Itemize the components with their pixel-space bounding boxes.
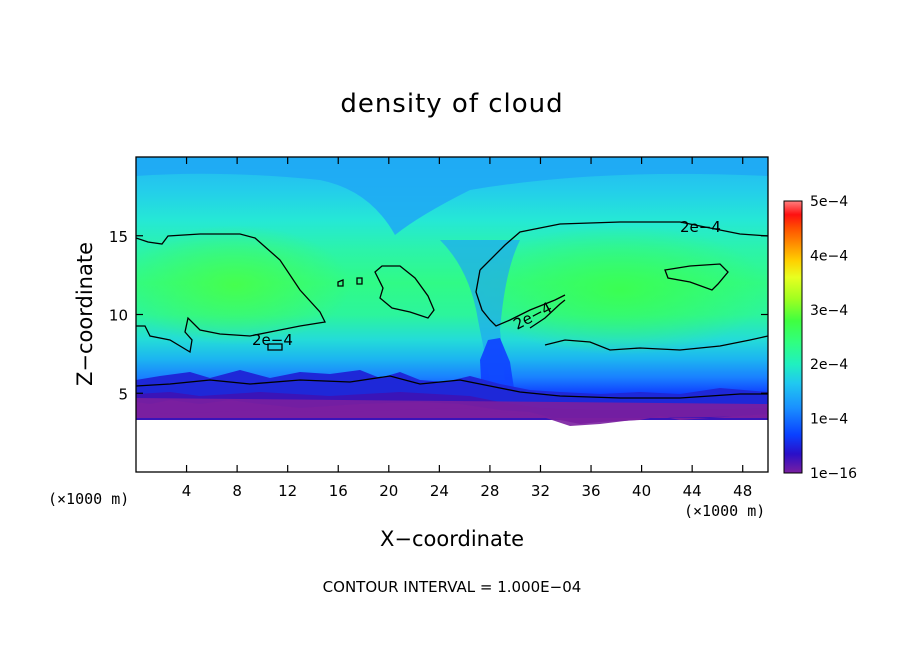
x-tick-label: 16 xyxy=(329,482,348,500)
x-tick-label: 28 xyxy=(480,482,499,500)
colorbar-tick-label: 2e−4 xyxy=(810,357,848,373)
contour-label-top-right: 2e−4 xyxy=(680,218,721,236)
x-tick-label: 36 xyxy=(581,482,600,500)
contour-label-left: 2e−4 xyxy=(252,331,293,349)
x-tick-label: 20 xyxy=(379,482,398,500)
y-unit-label: (×1000 m) xyxy=(48,490,129,508)
y-axis: 5 10 15 xyxy=(109,228,768,403)
colorbar-tick-label: 5e−4 xyxy=(810,194,848,210)
contour-line-left-cloud xyxy=(136,233,326,354)
x-unit-label: (×1000 m) xyxy=(684,502,765,520)
y-tick-label: 10 xyxy=(109,307,128,325)
colorbar: 5e−4 4e−4 3e−4 2e−4 1e−4 1e−16 xyxy=(783,194,857,482)
colorbar-tick-label: 1e−16 xyxy=(810,466,857,482)
x-axis: 4 8 12 16 20 24 28 32 36 40 44 48 xyxy=(182,157,752,500)
colorbar-tick-label: 3e−4 xyxy=(810,303,848,319)
x-tick-label: 32 xyxy=(531,482,550,500)
colorbar-tick-label: 4e−4 xyxy=(810,248,848,264)
contour-line-small-cloud xyxy=(374,265,435,319)
contour-interval-note: CONTOUR INTERVAL = 1.000E−04 xyxy=(323,578,582,596)
heatmap-field xyxy=(136,157,768,472)
contour-line-right-detached xyxy=(664,263,729,291)
colorbar-tick-label: 1e−4 xyxy=(810,412,848,428)
x-tick-label: 4 xyxy=(182,482,192,500)
x-tick-label: 44 xyxy=(683,482,702,500)
x-tick-label: 40 xyxy=(632,482,651,500)
y-tick-label: 5 xyxy=(118,385,128,403)
chart-title: density of cloud xyxy=(340,89,563,119)
y-tick-label: 15 xyxy=(109,228,128,246)
colorbar-ramp xyxy=(783,200,803,474)
y-axis-title: Z−coordinate xyxy=(73,242,97,386)
x-tick-label: 48 xyxy=(733,482,752,500)
x-tick-label: 24 xyxy=(430,482,449,500)
x-tick-label: 12 xyxy=(278,482,297,500)
x-axis-title: X−coordinate xyxy=(380,527,524,551)
contour-lines xyxy=(136,221,768,399)
contour-line-right-cloud xyxy=(479,221,768,271)
x-tick-label: 8 xyxy=(232,482,242,500)
